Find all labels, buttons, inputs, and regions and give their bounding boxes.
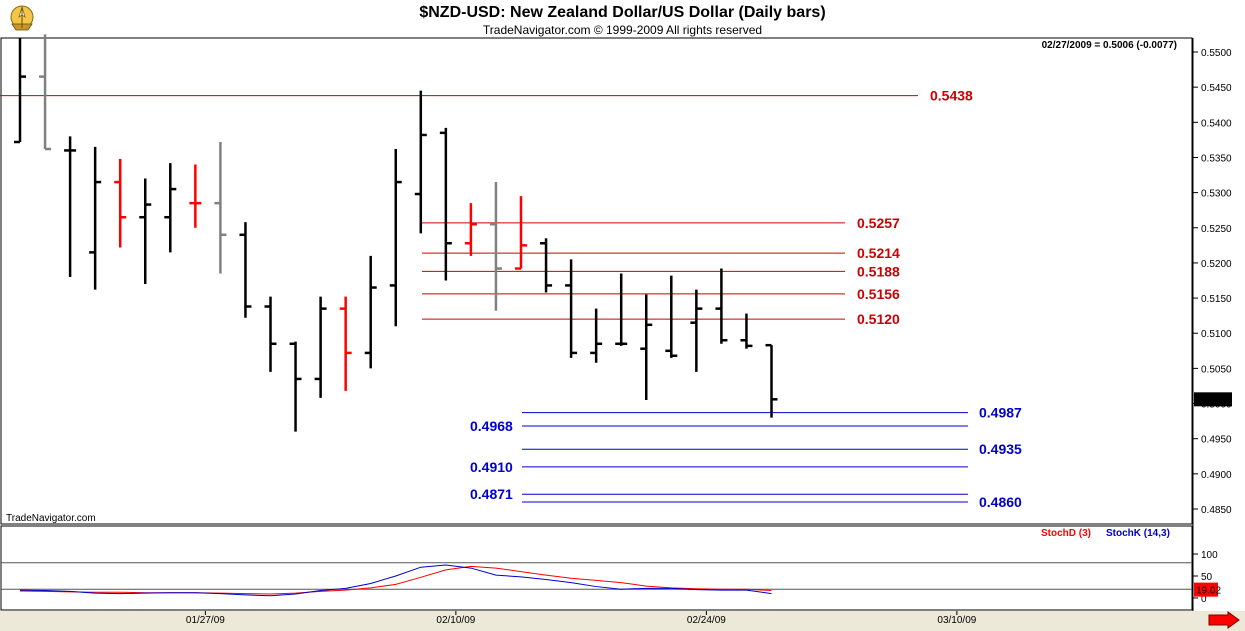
y-tick-label: 0.5050 <box>1201 364 1232 375</box>
ohlc-bar <box>139 178 152 285</box>
ohlc-bar <box>690 289 703 372</box>
x-tick-label: 03/10/09 <box>937 615 976 626</box>
stochastic-panel: 100 50 0 StochD (3) StochK (14,3) 19.02 <box>1 528 1221 605</box>
ohlc-bar <box>14 37 26 144</box>
ohlc-bar <box>740 313 753 349</box>
ohlc-bar <box>715 268 728 344</box>
support-label: 0.4935 <box>979 441 1022 457</box>
last-price-box <box>1194 392 1232 407</box>
y-tick-label: 0.5200 <box>1201 259 1232 270</box>
last-price-label: 0.5006 <box>1197 395 1228 406</box>
ohlc-bar <box>189 164 202 228</box>
legend-stochd: StochD (3) <box>1041 528 1091 539</box>
resistance-label: 0.5257 <box>857 215 900 231</box>
support-label: 0.4987 <box>979 405 1022 421</box>
support-label: 0.4871 <box>470 486 513 502</box>
ohlc-bar <box>540 238 553 293</box>
ohlc-bar <box>364 255 377 369</box>
watermark-label: TradeNavigator.com <box>6 513 96 524</box>
ohlc-bar <box>640 294 653 401</box>
y-tick-label: 0.5150 <box>1201 294 1232 305</box>
price-bars <box>14 34 778 432</box>
ohlc-bar <box>164 163 177 253</box>
resistance-label: 0.5188 <box>857 263 900 279</box>
ohlc-bar <box>289 341 302 432</box>
y-tick-label: 0.5100 <box>1201 329 1232 340</box>
price-y-axis: 0.5500 0.5450 0.5400 0.5350 0.5300 0.5250 0.52… <box>6 40 1232 524</box>
resistance-label: 0.5156 <box>857 286 900 302</box>
y-tick-label: 0.4900 <box>1201 470 1232 481</box>
stochk-line <box>19 564 772 597</box>
ohlc-bar <box>214 141 227 274</box>
ohlc-bar <box>590 308 603 363</box>
indicator-panel-frame <box>0 525 1193 611</box>
y-tick-label: 0.4950 <box>1201 435 1232 446</box>
y-tick-label: 0.5250 <box>1201 224 1232 235</box>
ohlc-bar <box>439 127 452 281</box>
level-lines: 0.5438 0.5257 0.5214 0.5188 0.5156 0.5120 0.49… <box>0 88 1022 510</box>
tradenavigator-logo-icon <box>10 5 34 31</box>
stoch-last-value-box <box>1194 582 1218 597</box>
y-tick-label: 0.5500 <box>1201 48 1232 59</box>
stoch-y-tick-label: 100 <box>1201 550 1218 561</box>
ohlc-bar <box>314 296 327 398</box>
resistance-label: 0.5214 <box>857 245 900 261</box>
ohlc-bar <box>339 296 352 391</box>
ohlc-bar <box>64 136 77 277</box>
stoch-y-tick-label: 50 <box>1201 572 1213 583</box>
ohlc-bar <box>665 275 678 358</box>
y-tick-label: 0.5350 <box>1201 153 1232 164</box>
chart-title: $NZD-USD: New Zealand Dollar/US Dollar (… <box>419 4 826 21</box>
y-tick-label: 0.5400 <box>1201 118 1232 129</box>
ohlc-bar <box>765 343 778 418</box>
ohlc-bar <box>239 222 252 318</box>
x-axis-band <box>0 611 1245 631</box>
stoch-y-tick-label: 0 <box>1201 594 1207 605</box>
ohlc-bar <box>464 203 477 256</box>
title-block: $NZD-USD: New Zealand Dollar/US Dollar (… <box>0 0 1245 38</box>
support-label: 0.4910 <box>470 459 513 475</box>
x-tick-label: 01/27/09 <box>186 615 225 626</box>
ohlc-bar <box>89 146 102 290</box>
price-panel-frame <box>0 37 1193 525</box>
price-quote: 02/27/2009 = 0.5006 (-0.0077) <box>1042 40 1177 51</box>
legend-stochk: StochK (14,3) <box>1106 528 1170 539</box>
ohlc-bar <box>515 196 527 270</box>
resistance-label: 0.5438 <box>930 88 973 104</box>
y-tick-label: 0.4850 <box>1201 505 1232 516</box>
ohlc-bar <box>39 34 52 151</box>
resistance-label: 0.5120 <box>857 311 900 327</box>
ohlc-bar <box>489 182 502 311</box>
ohlc-bar <box>389 149 402 327</box>
ohlc-bar <box>264 296 277 372</box>
ohlc-bar <box>565 259 578 358</box>
stochd-line <box>19 565 772 595</box>
ohlc-bar <box>114 158 127 248</box>
y-tick-label: 0.5450 <box>1201 83 1232 94</box>
ohlc-bar <box>414 90 427 234</box>
support-label: 0.4860 <box>979 494 1022 510</box>
scroll-right-arrow-icon[interactable] <box>1208 611 1240 629</box>
x-tick-label: 02/10/09 <box>436 615 475 626</box>
y-tick-label: 0.5300 <box>1201 189 1232 200</box>
x-tick-label: 02/24/09 <box>687 615 726 626</box>
chart-subtitle: TradeNavigator.com © 1999-2009 All right… <box>482 23 763 37</box>
support-label: 0.4968 <box>470 418 513 434</box>
date-x-axis: 01/27/09 02/10/09 02/24/09 03/10/09 <box>186 611 977 626</box>
stoch-last-value-label: 19.02 <box>1196 586 1221 597</box>
ohlc-bar <box>615 273 628 346</box>
